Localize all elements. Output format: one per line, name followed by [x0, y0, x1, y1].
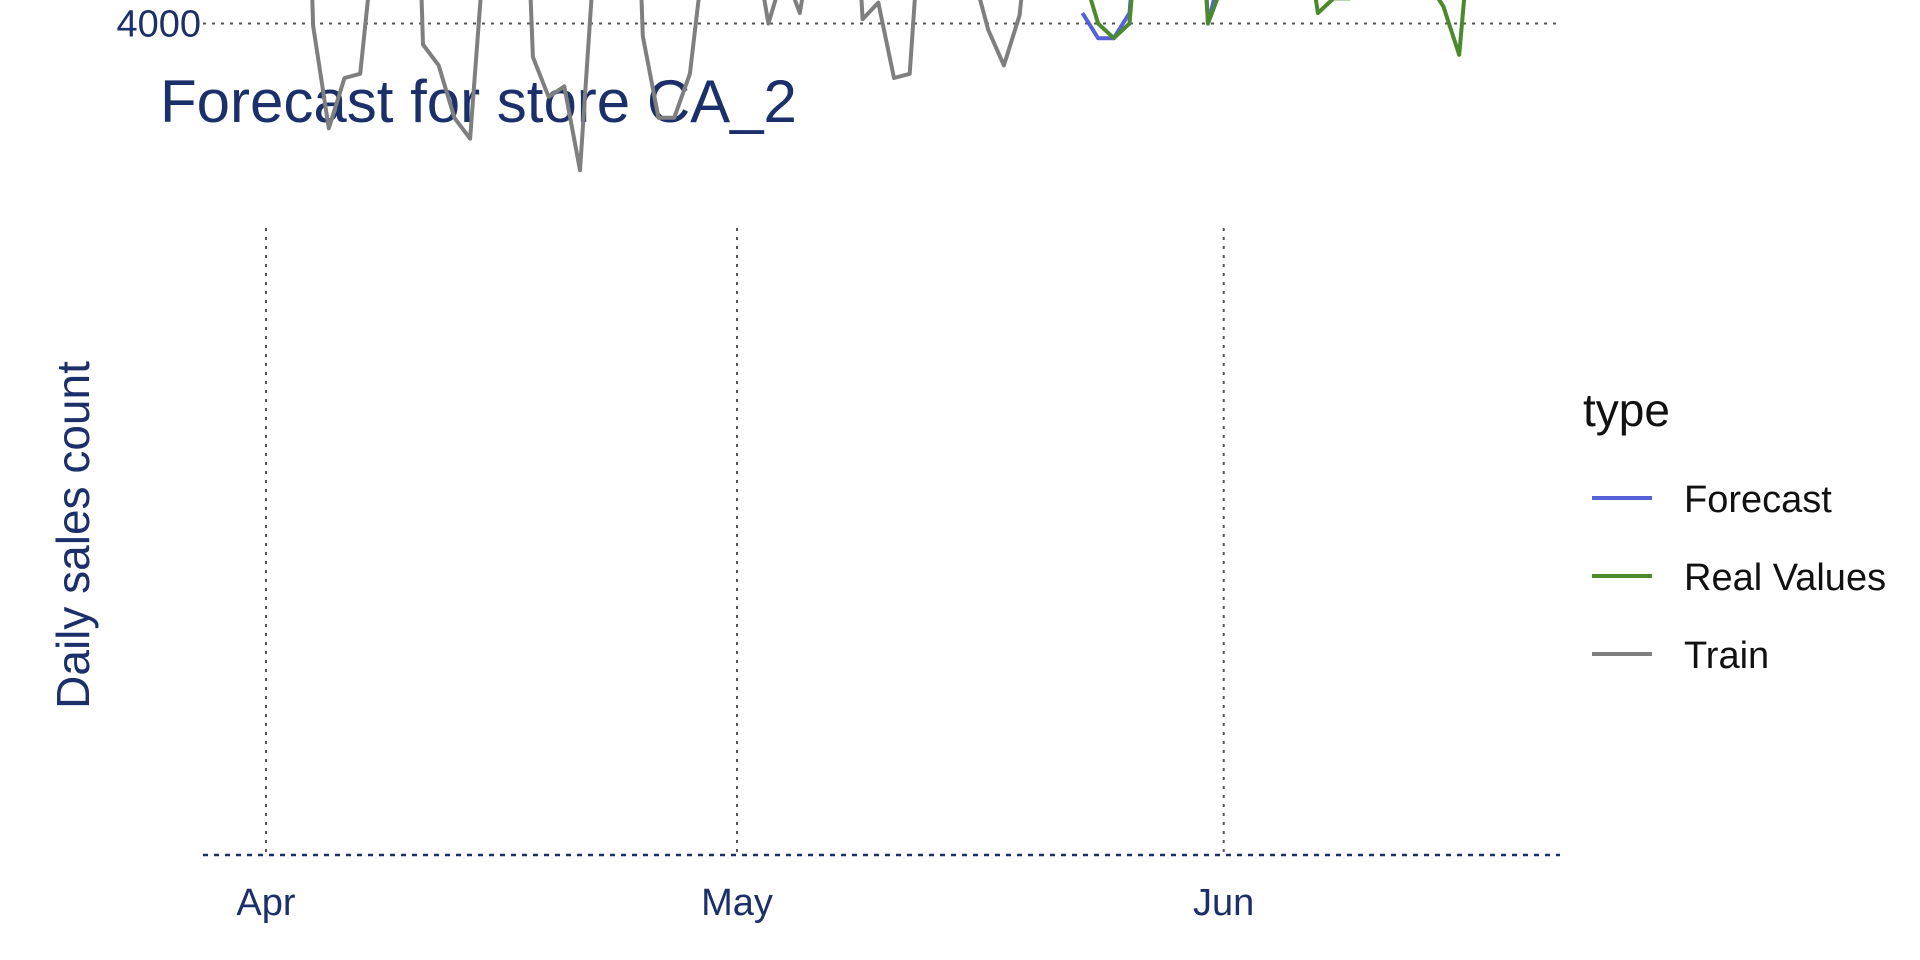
x-tick-label: May [701, 882, 773, 924]
series-lines [310, 0, 1467, 173]
y-axis-title: Daily sales count [47, 361, 99, 709]
legend-title: type [1583, 384, 1670, 436]
chart-title: Forecast for store CA_2 [160, 68, 797, 135]
real-values-line [1088, 0, 1467, 57]
legend-label-forecast: Forecast [1684, 479, 1832, 521]
legend-label-train: Train [1684, 635, 1769, 677]
legend-label-real-values: Real Values [1684, 557, 1886, 599]
gridlines [203, 22, 1560, 857]
forecast-line [1080, 0, 1216, 41]
train-line [310, 0, 1024, 173]
x-tick-label: Apr [236, 882, 295, 924]
legend: type Forecast Real Values Train [1583, 384, 1886, 677]
axis-ticks: 400060008000AprMayJun [116, 4, 1254, 925]
x-tick-label: Jun [1193, 882, 1254, 924]
y-tick-label: 4000 [116, 4, 201, 46]
